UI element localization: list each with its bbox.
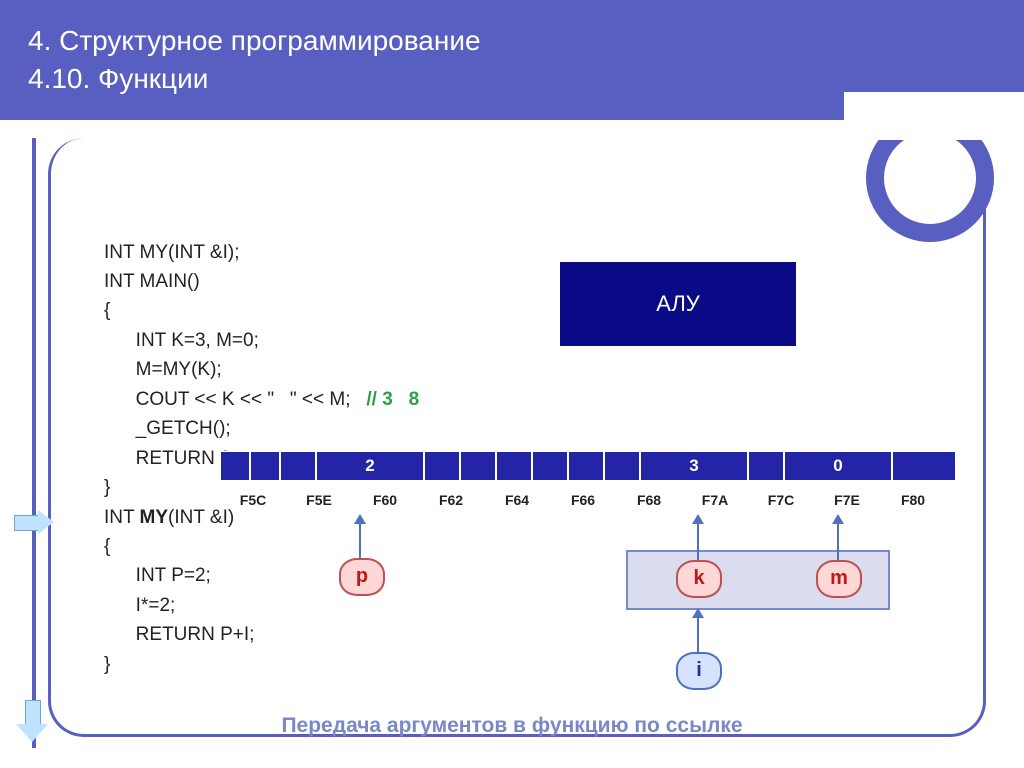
var-m: m	[816, 560, 862, 598]
slide-caption: Передача аргументов в функцию по ссылке	[0, 714, 1024, 738]
memory-cell	[748, 451, 784, 481]
left-accent-bar	[32, 138, 36, 748]
address-label: F62	[418, 488, 484, 512]
slide-body: INT MY(INT &I);INT MAIN(){ INT K=3, M=0;…	[0, 120, 1024, 768]
address-label: F5C	[220, 488, 286, 512]
address-label: F7E	[814, 488, 880, 512]
address-label: F68	[616, 488, 682, 512]
memory-cell	[604, 451, 640, 481]
var-i: i	[676, 652, 722, 690]
memory-strip: 2 3 0	[220, 451, 956, 481]
var-p: p	[339, 558, 385, 596]
address-label: F60	[352, 488, 418, 512]
address-label: F5E	[286, 488, 352, 512]
address-label: F7C	[748, 488, 814, 512]
memory-cell: 2	[316, 451, 424, 481]
memory-cell	[460, 451, 496, 481]
nav-down-icon[interactable]	[16, 700, 46, 744]
address-label: F66	[550, 488, 616, 512]
address-label: F80	[880, 488, 946, 512]
address-label: F7A	[682, 488, 748, 512]
side-arrow-icon	[14, 510, 54, 534]
alu-label: АЛУ	[656, 291, 700, 317]
pointer-arrow	[697, 516, 699, 560]
memory-cell	[424, 451, 460, 481]
alu-box: АЛУ	[560, 262, 796, 346]
pointer-arrow	[697, 610, 699, 654]
var-k: k	[676, 560, 722, 598]
pointer-arrow	[359, 516, 361, 560]
address-label: F64	[484, 488, 550, 512]
memory-cell	[496, 451, 532, 481]
address-row: F5CF5EF60F62F64F66F68F7AF7CF7EF80	[220, 488, 956, 512]
memory-cell	[220, 451, 250, 481]
memory-cell	[892, 451, 956, 481]
pointer-arrow	[837, 516, 839, 560]
memory-cell	[568, 451, 604, 481]
memory-cell	[250, 451, 280, 481]
memory-cell: 0	[784, 451, 892, 481]
memory-cell: 3	[640, 451, 748, 481]
memory-cell	[280, 451, 316, 481]
memory-cell	[532, 451, 568, 481]
header-line1: 4. Структурное программирование	[28, 22, 996, 60]
corner-ornament	[866, 114, 994, 242]
